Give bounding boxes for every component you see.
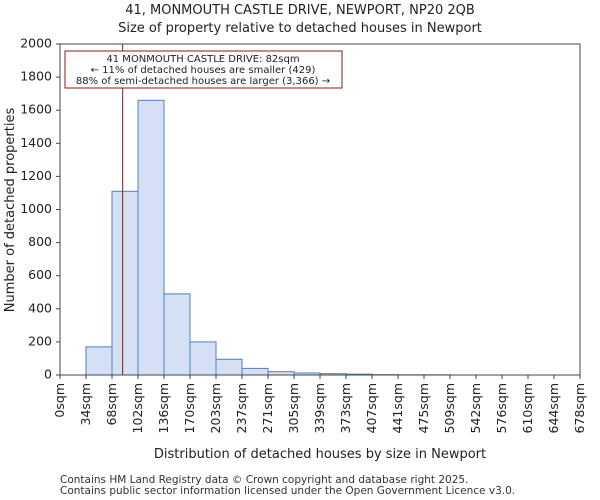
y-tick-label: 1200 (20, 168, 52, 183)
x-tick-label: 610sqm (520, 383, 535, 433)
bar-203sqm (215, 358, 243, 376)
y-tick-label: 200 (28, 333, 52, 348)
annotation-line-3: 88% of semi-detached houses are larger (… (76, 76, 330, 87)
x-tick-label: 509sqm (442, 383, 457, 433)
x-tick-label: 102sqm (130, 383, 145, 433)
x-tick-label: 542sqm (468, 383, 483, 433)
bars-group (85, 99, 451, 376)
annotation-line-2: ← 11% of detached houses are smaller (42… (91, 65, 316, 76)
chart-title: 41, MONMOUTH CASTLE DRIVE, NEWPORT, NP20… (125, 3, 475, 18)
footer-line-2: Contains public sector information licen… (60, 485, 515, 497)
footer-line-1: Contains HM Land Registry data © Crown c… (60, 474, 468, 486)
x-axis: 0sqm 34sqm 68sqm 102sqm 136sqm 170sqm 203sqm 23… (52, 375, 587, 433)
y-tick-label: 600 (28, 267, 52, 282)
x-tick-label: 237sqm (234, 383, 249, 433)
x-tick-label: 170sqm (182, 383, 197, 433)
bar-170sqm (189, 341, 217, 376)
x-tick-label: 576sqm (494, 383, 509, 433)
x-tick-label: 68sqm (104, 383, 119, 426)
x-tick-label: 441sqm (390, 383, 405, 433)
y-axis: 0 200 400 600 800 1000 1200 1400 1600 1800 2000 (20, 36, 60, 382)
x-tick-label: 0sqm (52, 383, 67, 418)
y-tick-label: 1800 (20, 69, 52, 84)
y-tick-label: 400 (28, 300, 52, 315)
bar-136sqm (163, 293, 191, 376)
x-tick-label: 271sqm (260, 383, 275, 433)
bar-237sqm (241, 367, 269, 376)
chart-subtitle: Size of property relative to detached ho… (118, 21, 482, 36)
x-tick-label: 136sqm (156, 383, 171, 433)
bar-68sqm (111, 190, 139, 376)
x-axis-label: Distribution of detached houses by size … (154, 447, 486, 462)
bar-34sqm (85, 346, 113, 376)
x-tick-label: 678sqm (572, 383, 587, 433)
y-tick-label: 1600 (20, 102, 52, 117)
x-tick-label: 407sqm (364, 383, 379, 433)
x-tick-label: 373sqm (338, 383, 353, 433)
y-tick-label: 1000 (20, 201, 52, 216)
x-tick-label: 475sqm (416, 383, 431, 433)
annotation-line-1: 41 MONMOUTH CASTLE DRIVE: 82sqm (106, 54, 299, 65)
bar-102sqm (137, 99, 165, 376)
x-tick-label: 339sqm (312, 383, 327, 433)
x-tick-label: 644sqm (546, 383, 561, 433)
y-tick-label: 1400 (20, 135, 52, 150)
x-tick-label: 305sqm (286, 383, 301, 433)
y-tick-label: 0 (44, 367, 52, 382)
x-tick-label: 34sqm (78, 383, 93, 426)
y-axis-label: Number of detached properties (3, 108, 18, 313)
x-tick-label: 203sqm (208, 383, 223, 433)
y-tick-label: 2000 (20, 36, 52, 51)
annotation-box: 41 MONMOUTH CASTLE DRIVE: 82sqm ← 11% of… (64, 50, 343, 89)
annotation-frame (64, 50, 343, 89)
y-tick-label: 800 (28, 234, 52, 249)
